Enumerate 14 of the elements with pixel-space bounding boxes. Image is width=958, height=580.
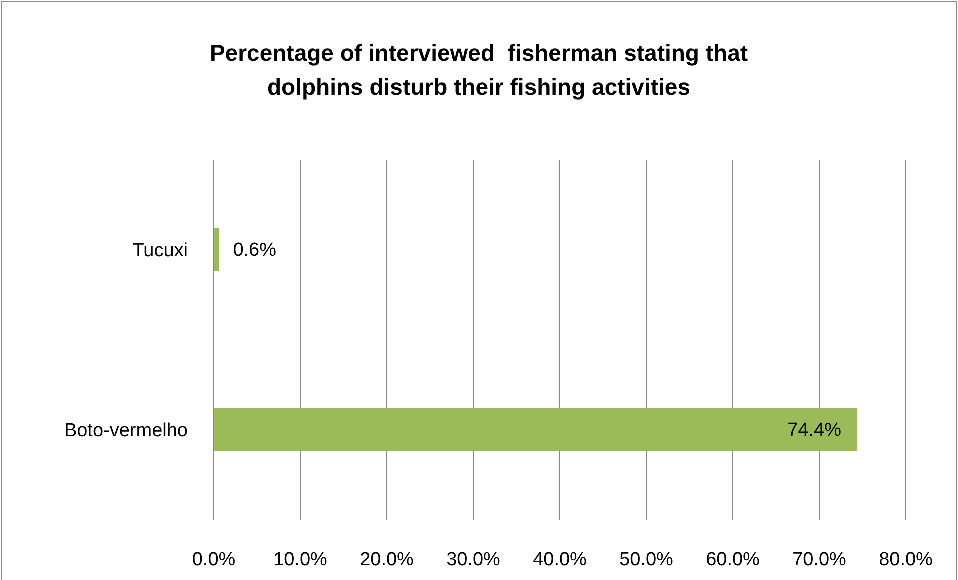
x-tick-label: 30.0% — [446, 549, 501, 570]
y-tick-label: Tucuxi — [132, 240, 188, 262]
x-tick-label: 70.0% — [792, 549, 847, 570]
x-tick-label: 40.0% — [533, 549, 588, 570]
data-label: 74.4% — [788, 420, 842, 441]
data-label: 0.6% — [233, 240, 277, 261]
x-tick-label: 80.0% — [879, 549, 934, 570]
x-tick-label: 0.0% — [192, 549, 236, 570]
x-tick-label: 10.0% — [274, 549, 328, 570]
chart-title: Percentage of interviewed fisherman stating that dolphins disturb their fishing activities — [208, 39, 750, 102]
y-tick-label: Boto-vermelho — [64, 420, 188, 442]
x-tick-label: 20.0% — [360, 549, 414, 570]
x-tick-label: 50.0% — [620, 549, 674, 570]
x-tick-label: 60.0% — [706, 549, 760, 570]
